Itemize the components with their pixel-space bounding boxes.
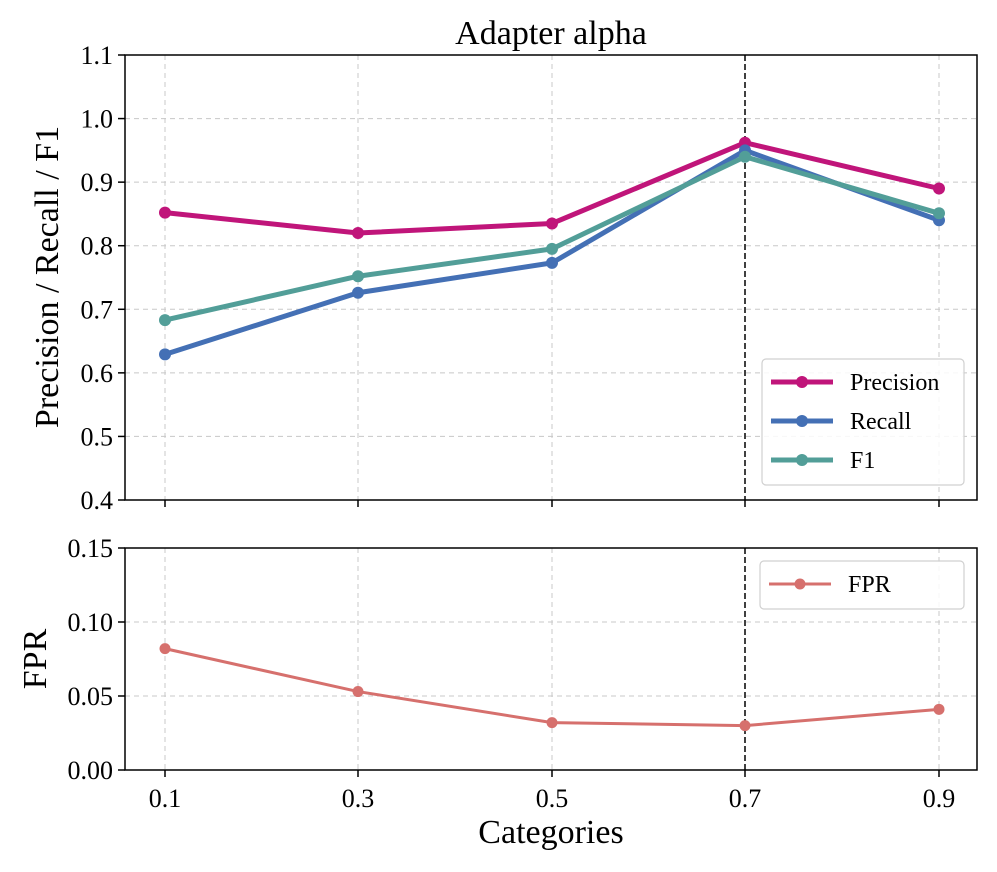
- bottom-y-axis-label: FPR: [17, 628, 54, 689]
- data-point-fpr: [546, 717, 558, 729]
- data-point-recall: [352, 286, 364, 299]
- y-tick-label: 0.10: [68, 608, 114, 637]
- top-legend: Precision Recall F1: [761, 358, 965, 486]
- y-tick-label: 1.1: [81, 41, 114, 70]
- bottom-plot-frame: [124, 547, 978, 771]
- legend-swatch-marker: [796, 415, 808, 427]
- bottom-legend: FPR: [759, 560, 965, 610]
- legend-swatch-marker: [796, 376, 808, 388]
- y-tick-label: 0.8: [81, 232, 114, 261]
- top-y-ticks: 0.4 0.5 0.6 0.7 0.8 0.9 1.0 1.1: [81, 41, 125, 515]
- data-point-f1: [352, 270, 364, 283]
- bottom-x-ticks: 0.1 0.3 0.5 0.7 0.9: [149, 770, 956, 813]
- y-tick-label: 0.15: [68, 534, 114, 563]
- y-tick-label: 0.05: [68, 682, 114, 711]
- legend-swatch-marker: [794, 578, 806, 590]
- data-point-fpr: [352, 686, 364, 698]
- legend-label-fpr: FPR: [848, 572, 891, 598]
- y-tick-label: 0.00: [68, 756, 114, 785]
- x-axis-label: Categories: [478, 814, 623, 851]
- data-point-precision: [933, 182, 945, 195]
- y-tick-label: 0.4: [81, 486, 114, 515]
- y-tick-label: 0.6: [81, 359, 114, 388]
- legend-label-precision: Precision: [850, 370, 939, 396]
- x-tick-label: 0.3: [342, 784, 375, 813]
- y-tick-label: 0.9: [81, 168, 114, 197]
- data-point-f1: [933, 207, 945, 220]
- x-tick-label: 0.1: [149, 784, 182, 813]
- top-x-ticks: [164, 500, 940, 507]
- legend-swatch-marker: [796, 454, 808, 466]
- chart-title: Adapter alpha: [455, 15, 647, 52]
- top-plot-frame: [124, 54, 978, 501]
- legend-box: [761, 358, 965, 486]
- data-point-recall: [159, 348, 171, 361]
- bottom-series: [159, 643, 945, 732]
- x-tick-label: 0.5: [536, 784, 569, 813]
- data-point-fpr: [739, 720, 751, 732]
- legend-label-f1: F1: [850, 448, 875, 474]
- legend-label-recall: Recall: [850, 409, 912, 435]
- data-point-precision: [352, 227, 364, 239]
- top-panel: 0.4 0.5 0.6 0.7 0.8 0.9 1.0 1.1 Adapter alpha P…: [29, 15, 978, 515]
- y-tick-label: 1.0: [81, 105, 114, 134]
- x-tick-label: 0.7: [729, 784, 762, 813]
- y-tick-label: 0.5: [81, 422, 114, 451]
- top-y-axis-label: Precision / Recall / F1: [29, 126, 66, 428]
- bottom-panel: 0.00 0.05 0.10 0.15 0.1 0.3 0.5 0.7 0.9 FPR Cat…: [17, 534, 978, 851]
- data-point-precision: [159, 206, 171, 219]
- legend-box: [759, 560, 965, 610]
- top-series: [159, 136, 945, 361]
- data-point-f1: [739, 150, 751, 163]
- data-point-fpr: [159, 643, 171, 655]
- data-point-f1: [159, 314, 171, 327]
- x-tick-label: 0.9: [923, 784, 956, 813]
- data-point-fpr: [933, 703, 945, 715]
- y-tick-label: 0.7: [81, 295, 114, 324]
- data-point-precision: [546, 217, 558, 230]
- bottom-y-ticks: 0.00 0.05 0.10 0.15: [68, 534, 125, 785]
- data-point-recall: [546, 256, 558, 269]
- data-point-f1: [546, 242, 558, 255]
